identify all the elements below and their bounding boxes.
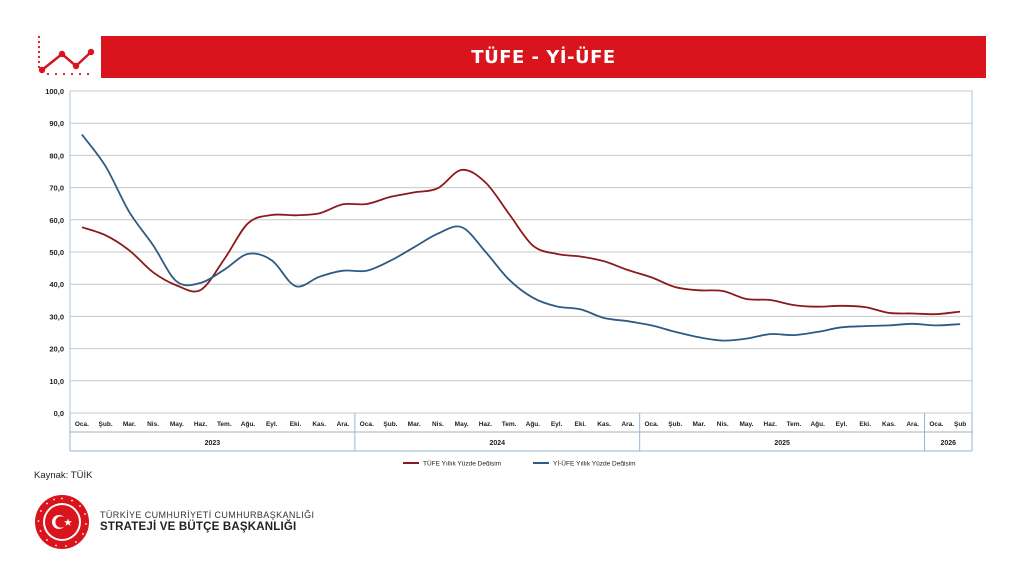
x-tick-label: Tem. (787, 421, 802, 428)
y-tick-label: 80,0 (49, 151, 64, 160)
x-tick-label: May. (170, 421, 184, 428)
y-tick-label: 50,0 (49, 248, 64, 257)
x-tick-label: Nis. (432, 421, 444, 428)
y-tick-label: 90,0 (49, 119, 64, 128)
y-tick-label: 40,0 (49, 280, 64, 289)
x-tick-label: Şub. (383, 421, 397, 428)
y-tick-label: 10,0 (49, 377, 64, 386)
legend-yiufe-label: Yİ-ÜFE Yıllık Yüzde Değişim (553, 459, 635, 467)
x-tick-label: Nis. (147, 421, 159, 428)
x-tick-label: Oca. (75, 421, 89, 428)
org-line-2: STRATEJİ VE BÜTÇE BAŞKANLIĞI (100, 521, 297, 533)
legend-tufe-label: TÜFE Yıllık Yüzde Değişim (423, 460, 501, 467)
y-tick-label: 100,0 (45, 87, 64, 96)
yiufe-series-line (81, 133, 961, 342)
x-axis-ticks: Oca. Şub. Mar. Nis. May. Haz. Tem. Ağu. Eyl. Eki.… (69, 413, 973, 452)
y-tick-label: 0,0 (54, 409, 64, 418)
x-tick-label: Mar. (408, 421, 421, 428)
x-tick-label: Ağu. (241, 421, 256, 428)
x-tick-label: May. (455, 421, 469, 428)
x-tick-label: Eki. (859, 421, 871, 428)
x-tick-label: Ağu. (810, 421, 825, 428)
x-tick-label: May. (740, 421, 754, 428)
x-tick-label: Oca. (645, 421, 659, 428)
x-tick-label: Oca. (360, 421, 374, 428)
tufe-series-line (81, 168, 961, 316)
org-line-1: TÜRKİYE CUMHURİYETİ CUMHURBAŞKANLIĞI (100, 510, 315, 520)
x-tick-label: Ara. (621, 421, 634, 428)
x-tick-label: Eyl. (551, 421, 563, 428)
year-label: 2026 (940, 440, 956, 447)
legend: TÜFE Yıllık Yüzde Değişim Yİ-ÜFE Yıllık Y… (403, 459, 635, 467)
x-tick-label: Tem. (217, 421, 232, 428)
year-label: 2024 (489, 440, 505, 447)
x-tick-label: Eki. (575, 421, 587, 428)
x-tick-label: Tem. (502, 421, 517, 428)
x-tick-label: Mar. (693, 421, 706, 428)
y-tick-label: 20,0 (49, 345, 64, 354)
source-note: Kaynak: TÜİK (34, 470, 93, 481)
line-chart: 0,0 10,0 20,0 30,0 40,0 50,0 60,0 70,0 80,0 90,0 1… (45, 87, 973, 467)
gridlines (69, 90, 973, 414)
x-tick-label: Ara. (906, 421, 919, 428)
x-tick-label: Kas. (882, 421, 896, 428)
x-tick-label: Kas. (312, 421, 326, 428)
org-name: TÜRKİYE CUMHURİYETİ CUMHURBAŞKANLIĞI STR… (100, 510, 314, 533)
x-tick-label: Mar. (123, 421, 136, 428)
x-tick-label: Şub. (99, 421, 113, 428)
x-tick-label: Kas. (597, 421, 611, 428)
year-label: 2023 (205, 440, 221, 447)
page-title: TÜFE - Yİ-ÜFE (101, 36, 986, 78)
year-label: 2025 (774, 440, 790, 447)
sbb-seal-logo (35, 495, 89, 549)
y-tick-label: 70,0 (49, 184, 64, 193)
x-tick-label: Nis. (717, 421, 729, 428)
y-tick-label: 60,0 (49, 216, 64, 225)
x-tick-label: Şub (954, 421, 966, 428)
x-tick-label: Eyl. (266, 421, 278, 428)
x-tick-label: Eki. (290, 421, 302, 428)
series-lines (81, 133, 961, 342)
chart-trend-icon (37, 35, 95, 76)
x-tick-label: Oca. (929, 421, 943, 428)
y-tick-label: 30,0 (49, 312, 64, 321)
x-tick-label: Haz. (194, 421, 208, 428)
y-axis-ticks: 0,0 10,0 20,0 30,0 40,0 50,0 60,0 70,0 80,0 90,0 1… (45, 87, 64, 418)
x-tick-label: Şub. (668, 421, 682, 428)
x-tick-label: Ara. (337, 421, 350, 428)
x-tick-label: Haz. (479, 421, 493, 428)
x-tick-label: Ağu. (526, 421, 541, 428)
x-tick-label: Haz. (764, 421, 778, 428)
x-tick-label: Eyl. (836, 421, 848, 428)
